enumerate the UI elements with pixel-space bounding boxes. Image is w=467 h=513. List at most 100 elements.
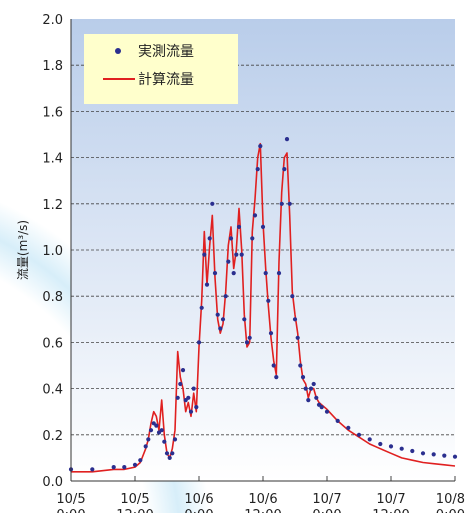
y-tick-label: 1.4 <box>42 152 63 167</box>
y-tick-label: 0.4 <box>42 383 63 398</box>
y-tick-label: 1.8 <box>42 59 63 74</box>
data-point-measured <box>287 201 292 206</box>
data-point-measured <box>255 167 260 172</box>
series-layer <box>68 19 458 482</box>
data-point-measured <box>228 236 234 241</box>
data-point-measured <box>210 201 215 206</box>
y-tick-label: 0.6 <box>42 336 63 351</box>
data-point-measured <box>242 317 247 322</box>
data-point-measured <box>298 363 303 368</box>
data-point-measured <box>172 437 178 442</box>
data-point-measured <box>306 398 311 403</box>
data-point-measured <box>282 167 287 172</box>
data-point-measured <box>164 451 170 456</box>
data-point-measured <box>290 294 295 299</box>
y-axis-ticks: 0.0 0.2 0.4 0.6 0.8 1.0 1.2 1.4 1.6 1.8 2.0 <box>42 13 63 490</box>
data-point-measured <box>148 428 154 433</box>
data-point-measured <box>388 444 394 449</box>
data-point-measured <box>442 453 447 458</box>
data-point-measured <box>215 312 220 317</box>
data-point-measured <box>399 446 404 451</box>
data-point-measured <box>234 252 239 257</box>
data-point-measured <box>335 418 340 423</box>
x-tick-date: 10/7 <box>376 492 405 507</box>
x-tick-time: 12:00 <box>116 508 153 513</box>
data-point-measured <box>202 252 207 257</box>
data-point-measured <box>420 451 426 456</box>
data-point-measured <box>220 317 226 322</box>
data-point-measured <box>122 465 127 470</box>
data-point-measured <box>162 439 167 444</box>
y-tick-label: 2.0 <box>42 13 63 28</box>
data-point-measured <box>218 326 223 331</box>
data-point-measured <box>146 437 151 442</box>
x-tick-time: 0:00 <box>436 508 465 513</box>
data-point-measured <box>266 298 271 303</box>
data-point-measured <box>319 405 324 410</box>
data-point-measured <box>188 409 194 414</box>
y-axis-label: 流量(m³/s) <box>16 220 30 280</box>
data-point-measured <box>346 425 351 430</box>
y-tick-label: 1.2 <box>42 198 63 213</box>
data-point-measured <box>239 252 244 257</box>
data-point-measured <box>356 432 362 437</box>
x-tick-date: 10/7 <box>312 492 341 507</box>
data-point-measured <box>247 335 252 340</box>
data-point-measured <box>167 455 172 460</box>
data-point-measured <box>311 381 316 387</box>
y-tick-label: 1.0 <box>42 244 63 259</box>
y-tick-label: 0.2 <box>42 429 63 444</box>
data-point-measured <box>308 386 314 391</box>
legend-marker-measured <box>115 48 121 54</box>
data-point-measured <box>452 454 458 459</box>
data-point-measured <box>199 305 204 310</box>
x-tick-date: 10/8 <box>436 492 465 507</box>
data-point-measured <box>276 271 282 276</box>
x-tick-time: 12:00 <box>372 508 409 513</box>
data-point-measured <box>180 368 186 373</box>
data-point-measured <box>268 331 274 336</box>
x-tick-date: 10/6 <box>248 492 277 507</box>
legend: 実測流量 計算流量 <box>84 34 238 104</box>
data-point-measured <box>284 137 290 142</box>
data-point-measured <box>292 317 298 322</box>
legend-box <box>84 34 238 104</box>
y-tick-label: 0.0 <box>42 475 63 490</box>
data-point-measured <box>143 444 148 449</box>
data-point-measured <box>154 423 159 428</box>
data-point-measured <box>159 428 164 433</box>
data-point-measured <box>244 340 250 345</box>
data-point-measured <box>178 381 183 387</box>
data-point-measured <box>175 395 180 400</box>
grid-lines <box>71 64 455 436</box>
data-point-measured <box>226 259 231 264</box>
data-point-measured <box>279 201 284 206</box>
y-tick-label: 1.6 <box>42 105 63 120</box>
data-point-measured <box>138 458 143 463</box>
data-point-measured <box>204 282 210 287</box>
data-point-measured <box>431 452 436 457</box>
x-axis-ticks: 10/50:0010/512:0010/60:0010/612:0010/70:… <box>56 476 465 513</box>
data-point-measured <box>223 294 228 299</box>
data-point-measured <box>231 271 236 276</box>
data-point-measured <box>196 340 202 345</box>
data-point-measured <box>186 395 191 400</box>
data-point-measured <box>250 236 255 241</box>
legend-label-calculated: 計算流量 <box>138 72 194 88</box>
data-point-measured <box>295 335 300 340</box>
data-point-measured <box>212 271 218 276</box>
data-point-measured <box>314 395 319 400</box>
data-point-measured <box>207 236 212 241</box>
data-point-measured <box>132 462 138 467</box>
data-point-measured <box>300 375 306 380</box>
x-tick-date: 10/5 <box>56 492 85 507</box>
x-tick-date: 10/5 <box>120 492 149 507</box>
data-point-measured <box>260 224 266 229</box>
data-point-measured <box>191 386 196 391</box>
data-point-measured <box>194 405 199 410</box>
data-point-measured <box>367 437 372 442</box>
data-point-measured <box>324 409 330 414</box>
data-point-measured <box>263 271 268 276</box>
x-tick-date: 10/6 <box>184 492 213 507</box>
